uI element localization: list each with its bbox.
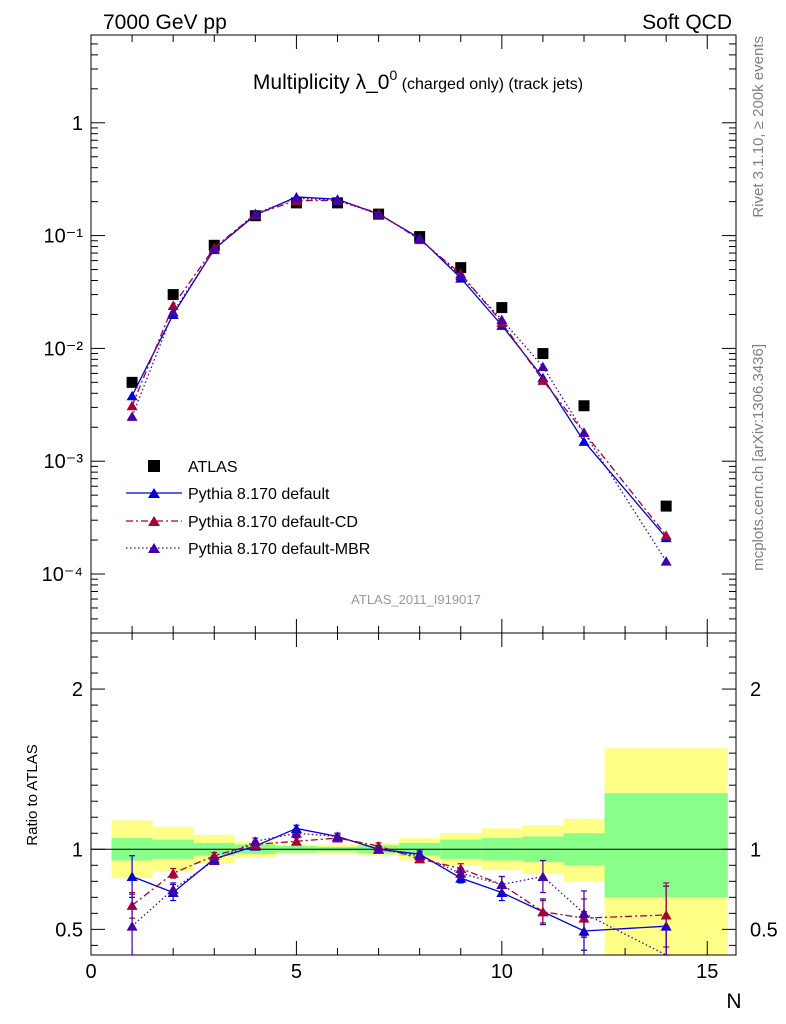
legend: ATLAS Pythia 8.170 default Pythia 8.170 …	[126, 459, 370, 558]
ratio-point-pythia-8-170-default-mbr	[126, 921, 138, 931]
point-pythia-8-170-default-cd	[126, 400, 138, 411]
header-right: Soft QCD	[642, 11, 732, 34]
point-atlas	[537, 348, 549, 360]
ratio-point-pythia-8-170-default	[126, 871, 138, 882]
legend-marker-default	[148, 488, 160, 498]
ratio-point-pythia-8-170-default-cd	[290, 836, 302, 846]
point-pythia-8-170-default-mbr	[373, 209, 385, 219]
ratio-y-tick-label-right: 1	[750, 839, 761, 861]
point-pythia-8-170-default-cd	[660, 530, 672, 540]
point-atlas	[660, 500, 672, 512]
ratio-point-pythia-8-170-default-mbr	[537, 871, 549, 882]
point-pythia-8-170-default-cd	[537, 375, 549, 385]
legend-marker-atlas	[148, 460, 160, 472]
y-tick-label: 10⁻⁴	[42, 564, 83, 586]
y-tick-label: 10⁻²	[44, 338, 84, 360]
uncertainty-band-inner	[604, 793, 728, 898]
ratio-point-pythia-8-170-default-mbr	[249, 836, 261, 846]
point-atlas	[126, 376, 138, 388]
x-tick-label: 5	[291, 961, 302, 983]
ratio-point-pythia-8-170-default-cd	[537, 906, 549, 917]
point-atlas	[578, 400, 590, 412]
legend-marker-mbr	[148, 543, 160, 553]
y-tick-label: 10⁻¹	[44, 226, 84, 248]
rivet-version-label: Rivet 3.1.10, ≥ 200k events	[750, 36, 767, 218]
legend-marker-cd	[148, 516, 160, 526]
ratio-point-pythia-8-170-default-mbr	[496, 879, 508, 890]
point-pythia-8-170-default-mbr	[331, 195, 343, 205]
ratio-point-pythia-8-170-default-mbr	[331, 831, 343, 841]
ratio-point-pythia-8-170-default-mbr	[167, 884, 179, 894]
point-pythia-8-170-default-mbr	[167, 307, 179, 317]
ratio-point-pythia-8-170-default-mbr	[455, 868, 467, 878]
legend-label-atlas: ATLAS	[188, 459, 238, 476]
ratio-point-pythia-8-170-default-mbr	[414, 850, 426, 861]
point-pythia-8-170-default-mbr	[414, 233, 426, 244]
header-left: 7000 GeV pp	[103, 11, 227, 34]
point-pythia-8-170-default-mbr	[290, 193, 302, 203]
ratio-y-tick-label-left: 2	[72, 679, 83, 701]
ratio-y-tick-label-right: 0.5	[750, 919, 778, 941]
point-pythia-8-170-default-mbr	[126, 411, 138, 421]
ratio-point-pythia-8-170-default-mbr	[373, 844, 385, 854]
point-pythia-8-170-default	[578, 436, 590, 446]
point-atlas	[455, 262, 467, 274]
point-pythia-8-170-default-mbr	[496, 314, 508, 325]
ratio-axis-label: Ratio to ATLAS	[24, 744, 41, 845]
ratio-y-tick-label-right: 2	[750, 679, 761, 701]
x-tick-label: 10	[491, 961, 513, 983]
point-pythia-8-170-default-mbr	[249, 208, 261, 218]
ratio-point-pythia-8-170-default-mbr	[208, 855, 220, 865]
point-pythia-8-170-default-mbr	[537, 361, 549, 372]
y-tick-label: 1	[72, 113, 83, 135]
point-pythia-8-170-default-mbr	[455, 270, 467, 281]
point-atlas	[496, 302, 508, 314]
legend-label-mbr: Pythia 8.170 default-MBR	[188, 541, 370, 558]
analysis-id-label: ATLAS_2011_I919017	[351, 592, 481, 607]
legend-label-cd: Pythia 8.170 default-CD	[188, 514, 358, 531]
point-atlas	[167, 289, 179, 301]
point-pythia-8-170-default-mbr	[208, 244, 220, 255]
ratio-y-tick-label-left: 0.5	[55, 919, 83, 941]
ratio-point-pythia-8-170-default-cd	[167, 868, 179, 878]
point-pythia-8-170-default	[126, 390, 138, 401]
point-pythia-8-170-default-mbr	[578, 427, 590, 437]
ratio-point-pythia-8-170-default-mbr	[578, 908, 590, 918]
x-tick-label: 0	[85, 961, 96, 983]
ratio-point-pythia-8-170-default-cd	[660, 909, 672, 920]
ratio-y-tick-label-left: 1	[72, 839, 83, 861]
mcplots-label: mcplots.cern.ch [arXiv:1306.3436]	[750, 344, 767, 571]
x-axis-label: N	[726, 990, 741, 1013]
y-tick-label: 10⁻³	[44, 451, 84, 473]
plot-title: Multiplicity λ_00 (charged only) (track …	[253, 67, 583, 94]
legend-label-default: Pythia 8.170 default	[188, 486, 330, 503]
point-pythia-8-170-default-mbr	[660, 556, 672, 566]
ratio-point-pythia-8-170-default-mbr	[290, 828, 302, 838]
x-tick-label: 15	[696, 961, 718, 983]
ratio-panel-frame	[90, 632, 737, 956]
